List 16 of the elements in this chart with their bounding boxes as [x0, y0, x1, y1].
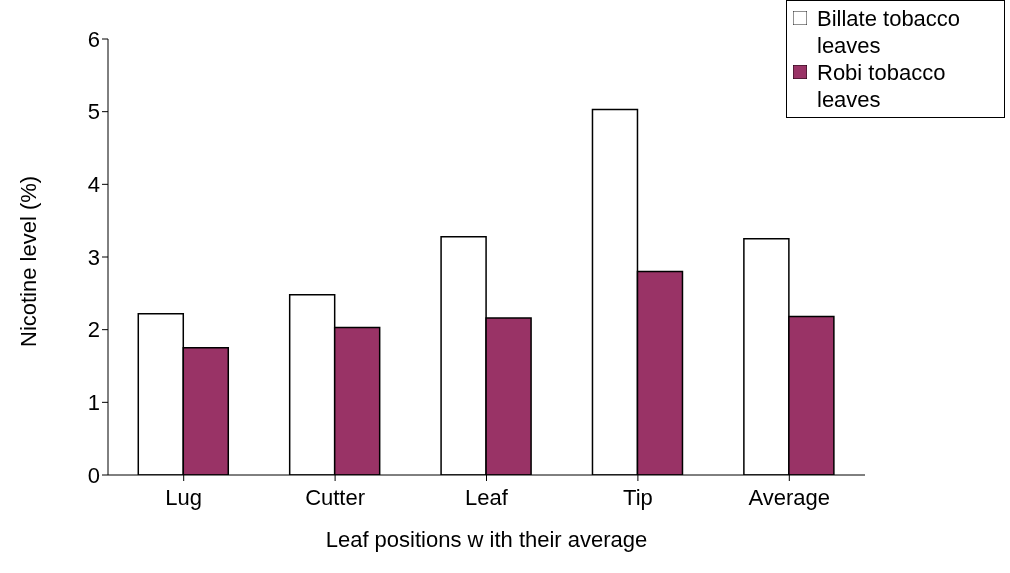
- x-tick-label: Leaf: [465, 484, 509, 510]
- x-tick-label: Cutter: [305, 484, 366, 510]
- legend-label: Billate tobacco leaves: [817, 6, 961, 58]
- y-tick-label: 6: [87, 26, 100, 52]
- y-tick-label: 4: [87, 172, 100, 198]
- y-axis-title: Nicotine level (%): [15, 175, 41, 347]
- y-tick-label: 2: [87, 317, 100, 343]
- y-tick-label: 3: [87, 244, 100, 270]
- x-axis-title: Leaf positions w ith their average: [325, 527, 648, 552]
- y-tick-label: 5: [87, 99, 100, 125]
- x-tick-label: Average: [748, 484, 831, 510]
- y-tick-label: 1: [87, 390, 100, 416]
- legend-label: Robi tobacco leaves: [817, 60, 946, 112]
- x-tick-label: Tip: [623, 484, 653, 510]
- x-tick-label: Lug: [165, 484, 203, 510]
- y-tick-label: 0: [87, 462, 100, 488]
